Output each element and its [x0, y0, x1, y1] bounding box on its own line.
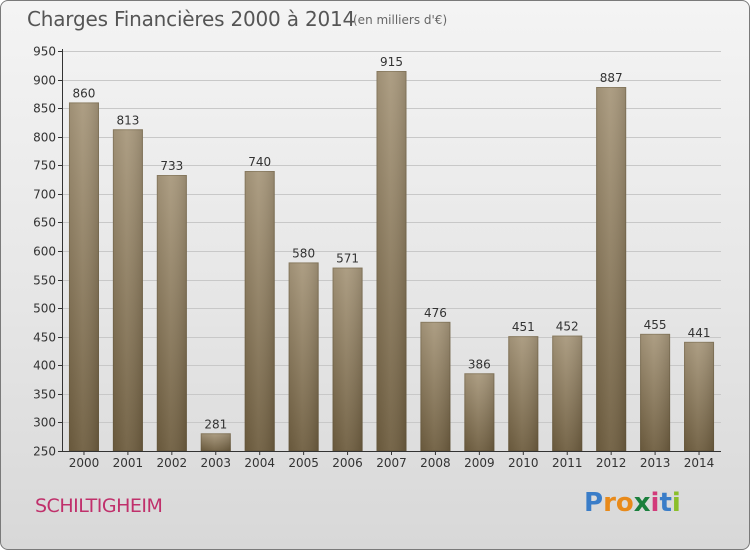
data-label: 887 [600, 71, 623, 85]
y-tick-label: 300 [33, 416, 56, 430]
y-tick-label: 900 [33, 74, 56, 88]
bar-outline [596, 87, 627, 451]
y-tick-label: 550 [33, 274, 56, 288]
x-tick-label: 2004 [244, 456, 275, 470]
x-tick-label: 2003 [200, 456, 231, 470]
y-tick-label: 250 [33, 445, 56, 459]
y-tick-label: 850 [33, 102, 56, 116]
logo-letter: r [603, 488, 616, 518]
logo-letter: o [615, 488, 634, 518]
bar-shade [112, 129, 143, 452]
x-tick-label: 2012 [596, 456, 627, 470]
y-tick-label: 800 [33, 131, 56, 145]
x-tick-label: 2008 [420, 456, 451, 470]
x-tick-label: 2011 [552, 456, 583, 470]
bars [68, 71, 715, 452]
logo-letter: i [671, 488, 681, 518]
bar-shade [244, 171, 275, 451]
data-label: 571 [336, 252, 359, 266]
bar-shade [156, 175, 187, 451]
bar-shade [376, 71, 407, 451]
bar-outline [464, 373, 495, 451]
axes [58, 49, 721, 455]
data-label: 740 [248, 155, 271, 169]
chart-title: Charges Financières 2000 à 2014 [27, 7, 356, 31]
bar-outline [684, 341, 715, 452]
y-tick-label: 750 [33, 159, 56, 173]
x-tick-label: 2005 [288, 456, 319, 470]
y-tick-label: 400 [33, 359, 56, 373]
x-tick-label: 2000 [69, 456, 100, 470]
bar-shade [200, 433, 231, 451]
x-tick-label: 2009 [464, 456, 495, 470]
bar-outline [156, 175, 187, 451]
y-tick-label: 600 [33, 245, 56, 259]
data-label: 476 [424, 306, 447, 320]
logo-letter: x [633, 488, 651, 518]
y-tick-label: 350 [33, 388, 56, 402]
y-tick-label: 500 [33, 302, 56, 316]
x-tick-label: 2013 [640, 456, 671, 470]
data-label: 915 [380, 55, 403, 69]
chart-subtitle: (en milliers d'€) [353, 13, 448, 27]
data-label: 580 [292, 246, 315, 260]
data-label: 455 [644, 318, 667, 332]
bar-shade [596, 87, 627, 451]
x-tick-label: 2001 [113, 456, 144, 470]
bar-shade [684, 341, 715, 451]
bar-shade [68, 102, 99, 451]
bar-outline [508, 336, 539, 451]
bar-shade [332, 267, 363, 451]
y-tick-label: 650 [33, 216, 56, 230]
bar-outline [552, 335, 583, 452]
logo-letter: P [584, 488, 604, 518]
bar-shade [288, 262, 319, 451]
bar-outline [332, 267, 363, 452]
bar-shade [640, 333, 671, 451]
bar-shade [508, 336, 539, 451]
data-label: 452 [556, 320, 579, 334]
x-tick-label: 2007 [376, 456, 407, 470]
data-label: 860 [73, 86, 96, 100]
logo-letter: t [659, 488, 672, 518]
bar-outline [288, 262, 319, 451]
logo-letter: i [650, 488, 660, 518]
data-label: 813 [116, 113, 139, 127]
bar-shade [552, 335, 583, 451]
y-tick-label: 450 [33, 331, 56, 345]
labels: 250 300 350 400 450 500 550 600 650 700 750 800 850 9… [33, 45, 714, 471]
bar-outline [112, 129, 143, 452]
city-name: SCHILTIGHEIM [35, 495, 163, 517]
x-tick-label: 2014 [684, 456, 715, 470]
bar-outline [376, 71, 407, 451]
bar-outline [420, 321, 451, 451]
data-label: 281 [204, 417, 227, 431]
x-tick-label: 2002 [157, 456, 188, 470]
data-label: 386 [468, 357, 491, 371]
proxiti-logo: Proxiti [584, 488, 681, 518]
data-label: 441 [688, 326, 711, 340]
bar-outline [640, 333, 671, 452]
y-tick-label: 700 [33, 188, 56, 202]
bar-shade [464, 373, 495, 451]
bar-shade [420, 321, 451, 451]
data-label: 733 [160, 159, 183, 173]
data-label: 451 [512, 320, 535, 334]
bar-outline [200, 433, 231, 451]
x-tick-label: 2010 [508, 456, 539, 470]
bar-outline [244, 171, 275, 451]
bar-outline [68, 102, 99, 452]
x-tick-label: 2006 [332, 456, 363, 470]
y-tick-label: 950 [33, 45, 56, 59]
